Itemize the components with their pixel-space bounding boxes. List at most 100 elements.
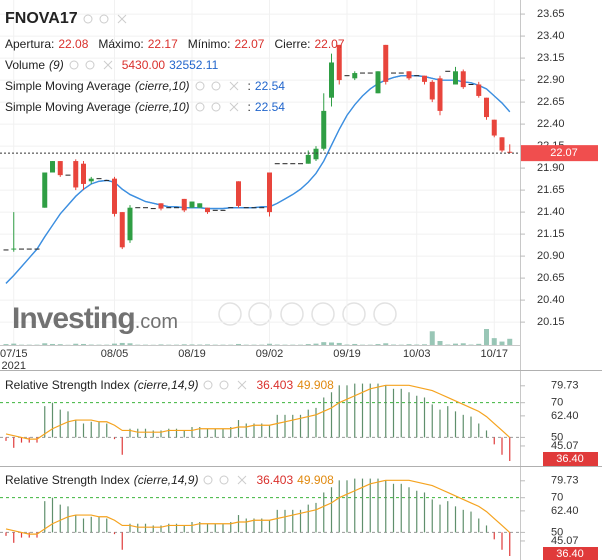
candle-body	[19, 248, 24, 250]
legend-value: 36.403	[256, 378, 294, 392]
candle-body	[228, 207, 234, 209]
sma-legend: Simple Moving Average (cierre,10) : 22.5…	[5, 100, 285, 114]
volume-bar	[484, 329, 489, 345]
last-value-box	[543, 547, 598, 560]
candle-body	[267, 172, 272, 213]
candle-body	[476, 84, 482, 96]
legend-icons[interactable]	[202, 379, 252, 391]
candle-body	[65, 174, 71, 176]
candle-body	[274, 163, 280, 165]
legend-name: Relative Strength Index	[5, 378, 130, 392]
volume-bar	[42, 343, 48, 345]
legend-value: 5430.00	[121, 58, 166, 72]
rsi-legend: Relative Strength Index (cierre,14,9) 36…	[5, 378, 334, 392]
volume-bar	[127, 343, 133, 345]
year-label: 2021	[2, 360, 26, 372]
y-tick-label: 23.40	[537, 30, 565, 42]
legend-icons[interactable]	[194, 101, 244, 113]
nav-buttons[interactable]	[218, 302, 397, 326]
candle-body	[491, 119, 497, 136]
y-tick-label: 22.40	[537, 118, 565, 130]
candle-body	[166, 207, 172, 209]
volume-bar	[267, 343, 272, 345]
y-tick-label: 45.07	[551, 535, 579, 547]
volume-bar	[313, 343, 319, 345]
ohlc-label: Mínimo:	[187, 37, 231, 51]
x-tick-label: 08/05	[101, 348, 129, 360]
last-value-box	[543, 452, 598, 466]
candle-body	[391, 72, 396, 74]
legend-icons[interactable]	[194, 80, 244, 92]
rsi-legend: Relative Strength Index (cierre,14,9) 36…	[5, 473, 334, 487]
y-tick-label: 23.15	[537, 52, 565, 64]
last-price-label: 22.07	[550, 147, 578, 159]
nav-button[interactable]	[280, 302, 304, 326]
legend-icons[interactable]	[202, 474, 252, 486]
volume-bar	[3, 344, 9, 345]
legend-sep: :	[247, 79, 251, 93]
volume-bar	[205, 344, 210, 345]
y-tick-label: 62.40	[551, 410, 579, 422]
last-value-label: 36.40	[556, 453, 584, 465]
candle-body	[414, 75, 420, 77]
candle-body	[220, 209, 226, 211]
candle-body	[429, 81, 435, 100]
y-tick-label: 70	[551, 492, 563, 504]
ohlc-value: 22.17	[147, 37, 178, 51]
volume-bar	[460, 343, 466, 345]
signal-line	[5, 384, 511, 440]
signal-line	[5, 479, 511, 535]
candle-body	[329, 62, 334, 98]
candle-body	[11, 248, 17, 250]
candle-body	[282, 163, 288, 165]
candle-body	[453, 71, 458, 85]
ohlc-label: Cierre:	[274, 37, 311, 51]
candle-body	[336, 44, 342, 81]
x-tick-label: 07/15	[0, 348, 28, 360]
watermark-suffix: .com	[134, 311, 179, 333]
x-tick-label: 09/02	[256, 348, 284, 360]
volume-bar	[329, 342, 334, 345]
candle-body	[313, 148, 319, 160]
legend-value: 22.54	[254, 79, 285, 93]
volume-legend: Volume (9) 5430.00 32552.11	[5, 58, 218, 72]
volume-bar	[57, 344, 63, 345]
candle-body	[127, 207, 133, 241]
ohlc-header: Apertura: 22.08 Máximo: 22.17 Mínimo: 22…	[5, 37, 345, 51]
y-tick-label: 45.07	[551, 440, 579, 452]
candle-body	[189, 201, 195, 208]
volume-bar	[158, 344, 164, 345]
legend-sep: :	[247, 100, 251, 114]
y-tick-label: 70	[551, 397, 563, 409]
nav-button[interactable]	[311, 302, 335, 326]
legend-icons[interactable]	[82, 13, 132, 25]
sma-legend: Simple Moving Average (cierre,10) : 22.5…	[5, 79, 285, 93]
volume-bar	[236, 343, 241, 345]
candle-body	[26, 248, 32, 250]
candle-body	[259, 207, 265, 209]
volume-bar	[437, 341, 443, 345]
candle-body	[406, 71, 412, 79]
candle-body	[236, 181, 241, 206]
candle-body	[150, 208, 156, 210]
legend-value: 49.908	[297, 473, 334, 487]
y-tick-label: 21.90	[537, 162, 565, 174]
nav-button[interactable]	[342, 302, 366, 326]
volume-bar	[352, 343, 358, 345]
candle-body	[352, 73, 358, 79]
symbol-title: FNOVA17	[5, 10, 78, 27]
candle-body	[174, 207, 179, 209]
candle-body	[135, 207, 141, 209]
nav-button[interactable]	[248, 302, 272, 326]
volume-bar	[507, 338, 513, 345]
nav-button[interactable]	[218, 302, 242, 326]
candle-body	[499, 137, 505, 151]
ohlc-label: Máximo:	[98, 37, 144, 51]
legend-icons[interactable]	[68, 59, 118, 71]
candle-body	[81, 163, 86, 184]
ohlc-label: Apertura:	[5, 37, 55, 51]
nav-button[interactable]	[373, 302, 397, 326]
candle-body	[360, 72, 365, 74]
volume-bar	[336, 342, 342, 345]
